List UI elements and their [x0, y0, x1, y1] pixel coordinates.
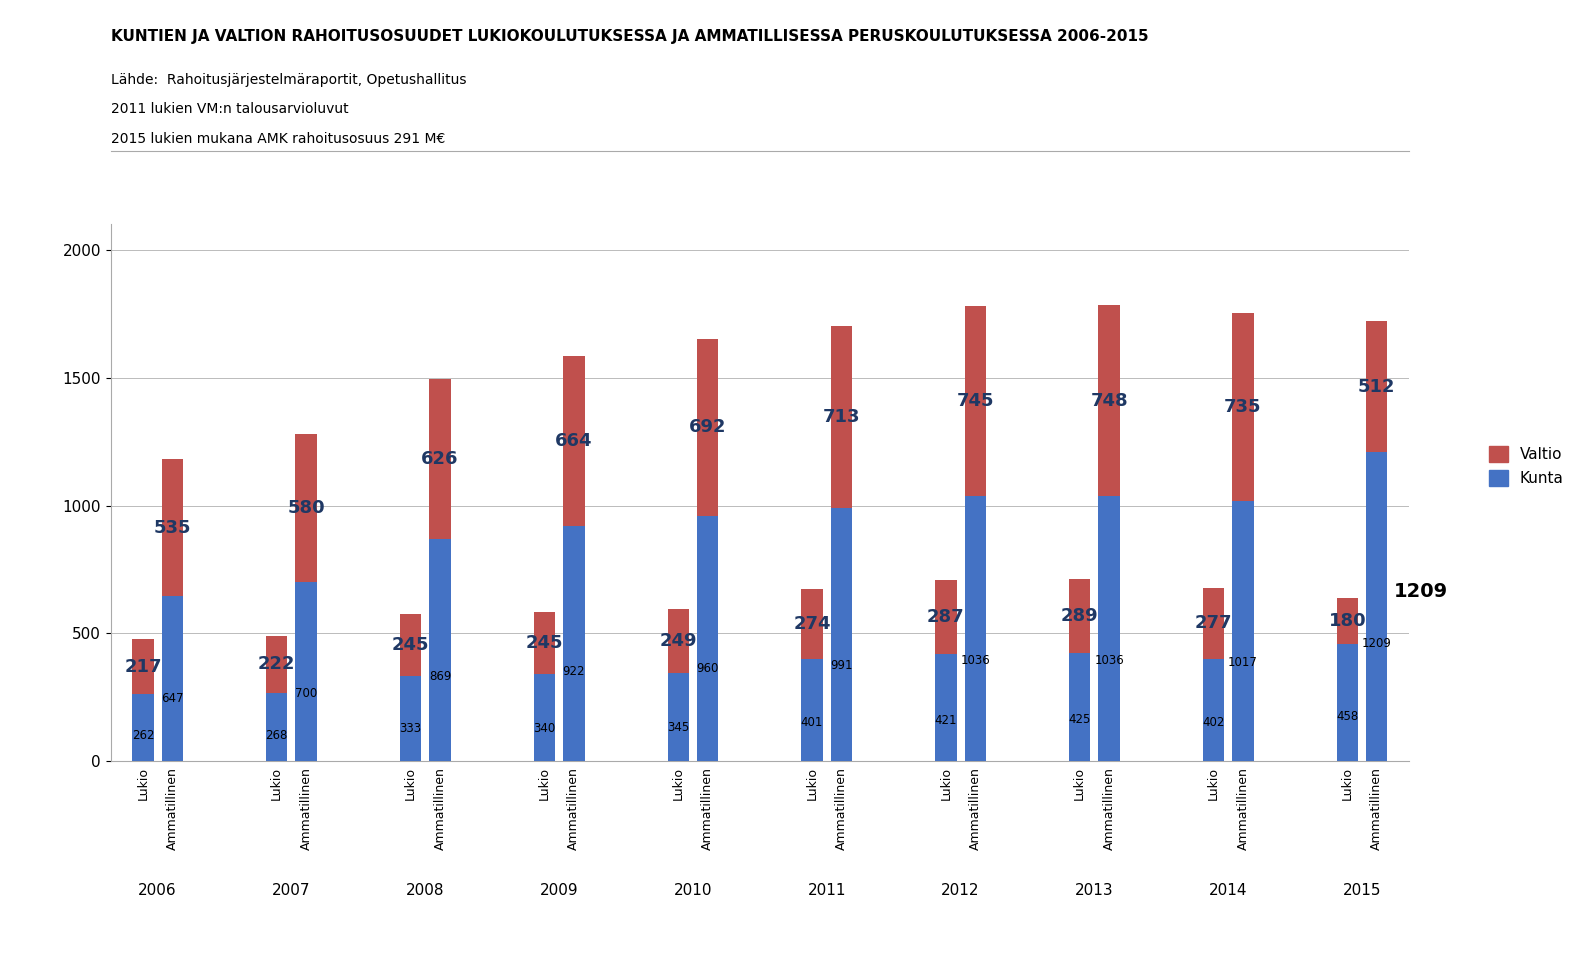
Bar — [801, 659, 823, 761]
Text: 402: 402 — [1203, 715, 1225, 729]
Text: 1036: 1036 — [1094, 654, 1124, 668]
Text: 580: 580 — [288, 499, 325, 517]
Bar — [400, 614, 421, 676]
Bar — [533, 612, 556, 674]
Text: 2015 lukien mukana AMK rahoitusosuus 291 M€: 2015 lukien mukana AMK rahoitusosuus 291… — [111, 132, 445, 145]
Text: 1017: 1017 — [1228, 656, 1258, 669]
Bar — [429, 379, 451, 539]
Text: 1036: 1036 — [961, 654, 989, 668]
Bar — [964, 497, 986, 761]
Bar — [1069, 579, 1091, 653]
Text: 2007: 2007 — [272, 883, 310, 898]
Text: 869: 869 — [429, 671, 451, 683]
Bar — [1232, 502, 1254, 761]
Bar — [697, 516, 719, 761]
Bar — [161, 596, 184, 761]
Text: 245: 245 — [393, 635, 429, 654]
Bar — [831, 508, 852, 761]
Bar — [564, 356, 584, 526]
Text: 222: 222 — [258, 656, 296, 673]
Text: 713: 713 — [823, 408, 860, 426]
Bar — [936, 654, 956, 761]
Bar — [133, 694, 154, 761]
Bar — [161, 459, 184, 596]
Text: 287: 287 — [928, 608, 964, 626]
Text: 268: 268 — [266, 729, 288, 742]
Bar — [1336, 598, 1358, 644]
Bar — [1366, 452, 1387, 761]
Text: 274: 274 — [793, 615, 831, 632]
Text: 2010: 2010 — [674, 883, 712, 898]
Text: 745: 745 — [956, 392, 994, 410]
Text: 180: 180 — [1328, 612, 1366, 630]
Text: 421: 421 — [934, 713, 958, 727]
Text: 1209: 1209 — [1361, 637, 1391, 650]
Bar — [1232, 313, 1254, 502]
Text: 289: 289 — [1061, 607, 1099, 625]
Text: 2011 lukien VM:n talousarvioluvut: 2011 lukien VM:n talousarvioluvut — [111, 102, 348, 116]
Bar — [533, 674, 556, 761]
Text: 991: 991 — [829, 659, 853, 671]
Text: 664: 664 — [556, 431, 592, 450]
Text: 2006: 2006 — [138, 883, 177, 898]
Text: 458: 458 — [1336, 711, 1358, 723]
Text: 2009: 2009 — [540, 883, 578, 898]
Text: Lähde:  Rahoitusjärjestelmäraportit, Opetushallitus: Lähde: Rahoitusjärjestelmäraportit, Opet… — [111, 73, 467, 87]
Text: 512: 512 — [1358, 378, 1396, 396]
Text: 2008: 2008 — [405, 883, 445, 898]
Text: 626: 626 — [421, 450, 459, 468]
Bar — [1336, 644, 1358, 761]
Text: 217: 217 — [123, 658, 161, 675]
Text: 700: 700 — [294, 687, 317, 700]
Bar — [296, 583, 317, 761]
Text: 735: 735 — [1224, 398, 1262, 417]
Bar — [936, 581, 956, 654]
Text: 345: 345 — [666, 721, 689, 734]
Bar — [1099, 497, 1119, 761]
Text: 249: 249 — [660, 632, 697, 650]
Text: 2014: 2014 — [1209, 883, 1247, 898]
Bar — [296, 434, 317, 583]
Text: 340: 340 — [533, 722, 556, 735]
Bar — [133, 639, 154, 694]
Text: KUNTIEN JA VALTION RAHOITUSOSUUDET LUKIOKOULUTUKSESSA JA AMMATILLISESSA PERUSKOU: KUNTIEN JA VALTION RAHOITUSOSUUDET LUKIO… — [111, 29, 1148, 44]
Bar — [801, 589, 823, 659]
Bar — [1203, 588, 1224, 659]
Bar — [1099, 305, 1119, 497]
Bar — [697, 339, 719, 516]
Bar — [1203, 659, 1224, 761]
Bar — [429, 539, 451, 761]
Text: 922: 922 — [562, 666, 586, 678]
Text: 1209: 1209 — [1393, 582, 1447, 601]
Bar — [266, 636, 288, 693]
Bar — [831, 326, 852, 508]
Text: 2012: 2012 — [942, 883, 980, 898]
Text: 960: 960 — [697, 662, 719, 674]
Text: 647: 647 — [161, 692, 184, 705]
Legend: Valtio, Kunta: Valtio, Kunta — [1483, 440, 1570, 492]
Text: 245: 245 — [526, 634, 564, 652]
Text: 401: 401 — [801, 715, 823, 729]
Bar — [1366, 321, 1387, 452]
Bar — [564, 526, 584, 761]
Text: 333: 333 — [399, 722, 421, 736]
Bar — [400, 676, 421, 761]
Bar — [1069, 653, 1091, 761]
Text: 692: 692 — [689, 419, 727, 436]
Bar — [668, 609, 689, 673]
Text: 2013: 2013 — [1075, 883, 1114, 898]
Text: 2015: 2015 — [1342, 883, 1382, 898]
Bar — [964, 306, 986, 497]
Text: 535: 535 — [154, 518, 192, 537]
Bar — [668, 673, 689, 761]
Text: 262: 262 — [131, 729, 154, 743]
Text: 277: 277 — [1195, 614, 1232, 632]
Text: 425: 425 — [1069, 713, 1091, 726]
Bar — [266, 693, 288, 761]
Text: 748: 748 — [1091, 391, 1129, 410]
Text: 2011: 2011 — [807, 883, 845, 898]
